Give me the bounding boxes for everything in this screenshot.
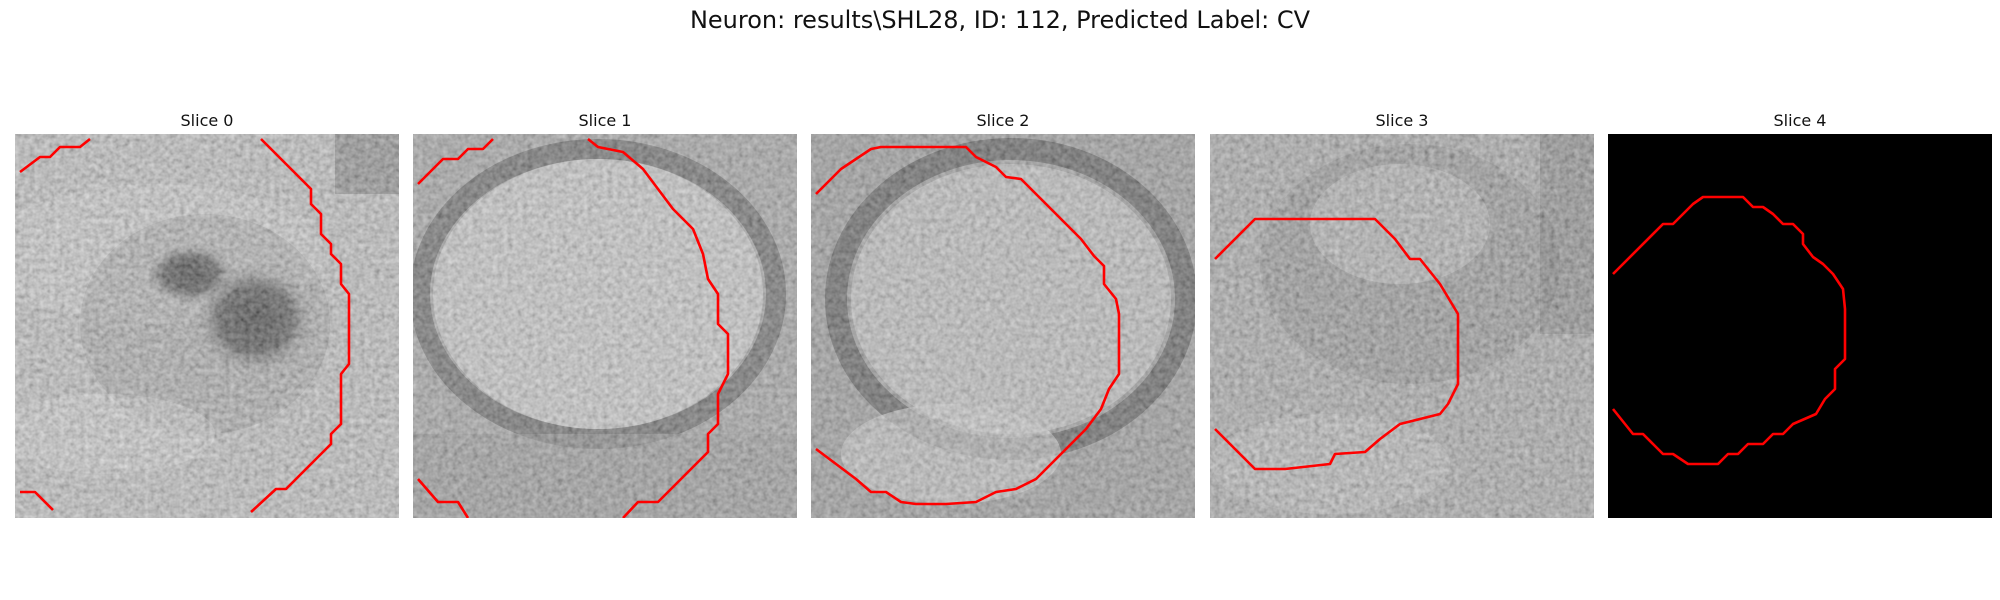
slice-panel-1: Slice 1	[413, 108, 797, 518]
slice-title-4: Slice 4	[1773, 111, 1827, 130]
contour-1	[417, 137, 730, 518]
slice-title-3: Slice 3	[1375, 111, 1429, 130]
slice-title-0: Slice 0	[180, 111, 234, 130]
contour-4	[1611, 195, 1847, 466]
slice-image-4	[1608, 134, 1992, 518]
slice-title-1: Slice 1	[578, 111, 632, 130]
contour-2	[815, 145, 1121, 506]
slice-image-2	[811, 134, 1195, 518]
slice-panel-4: Slice 4	[1608, 108, 1992, 518]
contour-3	[1214, 217, 1460, 471]
slice-image-1	[413, 134, 797, 518]
slice-title-2: Slice 2	[976, 111, 1030, 130]
slice-panel-2: Slice 2	[811, 108, 1195, 518]
figure-title: Neuron: results\SHL28, ID: 112, Predicte…	[689, 6, 1311, 34]
slice-image-0	[15, 134, 399, 518]
slice-image-3	[1210, 134, 1594, 518]
slice-panel-0: Slice 0	[15, 108, 399, 518]
slice-panel-3: Slice 3	[1210, 108, 1594, 518]
contour-0	[19, 137, 351, 513]
